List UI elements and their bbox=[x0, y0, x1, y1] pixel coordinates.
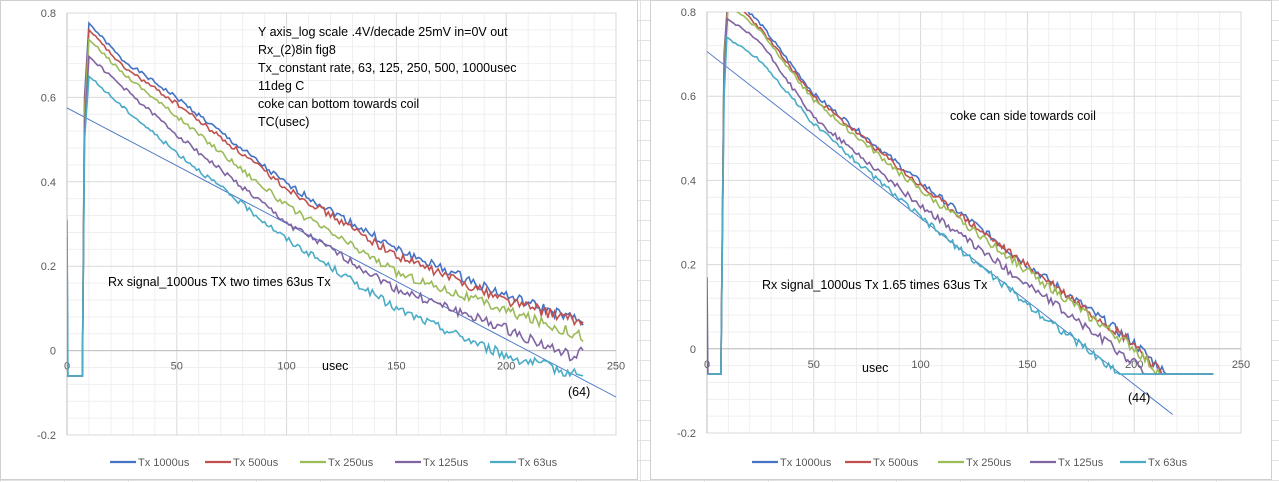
legend-label: Tx 125us bbox=[1058, 457, 1104, 469]
x-tick-label: 100 bbox=[277, 361, 295, 373]
annotation-text: coke can bottom towards coil bbox=[258, 97, 419, 111]
series-line-tx-125us bbox=[67, 54, 584, 377]
series-line-tx-1000us bbox=[707, 12, 1214, 375]
series-line-tx-125us bbox=[707, 17, 1214, 375]
series-line-tx-250us bbox=[67, 37, 584, 377]
y-tick-label: 0.6 bbox=[681, 91, 696, 103]
annotation-text: Y axis_log scale .4V/decade 25mV in=0V o… bbox=[258, 25, 508, 39]
annotation-text: Tx_constant rate, 63, 125, 250, 500, 100… bbox=[258, 61, 517, 75]
legend-label: Tx 125us bbox=[423, 457, 469, 469]
fit-label: (64) bbox=[568, 385, 590, 399]
y-tick-label: 0.8 bbox=[41, 8, 56, 20]
legend-label: Tx 250us bbox=[328, 457, 374, 469]
note-text: Rx signal_1000us TX two times 63us Tx bbox=[108, 275, 331, 289]
chart-panel-right[interactable] bbox=[650, 0, 1272, 480]
x-tick-label: 200 bbox=[497, 361, 515, 373]
series-line-tx-63us bbox=[707, 35, 1214, 375]
legend-label: Tx 63us bbox=[1148, 457, 1188, 469]
y-tick-label: 0.6 bbox=[41, 92, 56, 104]
series-line-tx-500us bbox=[707, 12, 1214, 375]
legend-label: Tx 1000us bbox=[138, 457, 190, 469]
x-tick-label: 150 bbox=[1018, 359, 1036, 371]
annotation-text: 11deg C bbox=[258, 79, 304, 93]
chart-1: 0.80.60.40.20-0.20 50 100 150 200 250usec(44)… bbox=[677, 7, 1250, 469]
x-tick-label: 50 bbox=[808, 359, 820, 371]
note-text: Rx signal_1000us Tx 1.65 times 63us Tx bbox=[762, 278, 988, 292]
x-tick-label: 250 bbox=[1232, 359, 1250, 371]
series-line-tx-500us bbox=[67, 27, 584, 377]
annotation-text: Rx_(2)8in fig8 bbox=[258, 43, 336, 57]
legend-label: Tx 500us bbox=[873, 457, 919, 469]
x-axis-label: usec bbox=[322, 359, 348, 373]
series-line-tx-250us bbox=[707, 12, 1214, 376]
x-tick-label: 150 bbox=[387, 361, 405, 373]
y-tick-label: -0.2 bbox=[37, 430, 56, 442]
legend-label: Tx 250us bbox=[966, 457, 1012, 469]
x-axis-label: usec bbox=[862, 361, 888, 375]
series-line-tx-1000us bbox=[67, 21, 584, 377]
annotation-text: TC(usec) bbox=[258, 115, 309, 129]
y-tick-label: 0 bbox=[50, 346, 56, 358]
legend-label: Tx 500us bbox=[233, 457, 279, 469]
x-tick-label: 100 bbox=[911, 359, 929, 371]
x-tick-label: 0 bbox=[64, 361, 70, 373]
y-tick-label: 0.4 bbox=[681, 175, 696, 187]
y-tick-label: 0.4 bbox=[41, 177, 56, 189]
y-tick-label: -0.2 bbox=[677, 428, 696, 440]
x-tick-label: 250 bbox=[607, 361, 625, 373]
x-tick-label: 50 bbox=[171, 361, 183, 373]
legend-label: Tx 1000us bbox=[780, 457, 832, 469]
y-tick-label: 0.2 bbox=[41, 261, 56, 273]
series-line-tx-63us bbox=[67, 74, 584, 378]
fit-label: (44) bbox=[1128, 391, 1150, 405]
legend-label: Tx 63us bbox=[518, 457, 558, 469]
y-tick-label: 0.2 bbox=[681, 260, 696, 272]
annotation-text: coke can side towards coil bbox=[950, 109, 1096, 123]
y-tick-label: 0 bbox=[690, 344, 696, 356]
chart-0: 0.8 0.6 0.4 0.2 0 -0.2 0 50 100 150 200 250 usec (64)… bbox=[37, 8, 625, 469]
y-tick-label: 0.8 bbox=[681, 7, 696, 19]
